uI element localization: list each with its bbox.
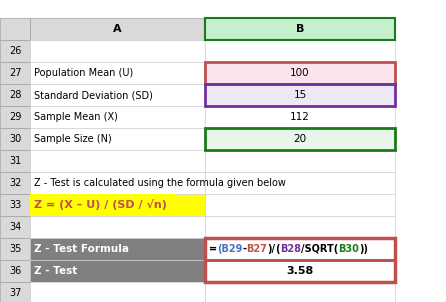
- Bar: [0, 282, 30, 302]
- Text: 28: 28: [9, 90, 21, 100]
- Bar: [30, 84, 205, 106]
- Bar: [30, 194, 205, 216]
- Bar: [0, 18, 30, 40]
- Text: 3.58: 3.58: [286, 266, 314, 276]
- Bar: [0, 172, 30, 194]
- Bar: [205, 238, 395, 282]
- Text: Population Mean (U): Population Mean (U): [34, 68, 133, 78]
- Bar: [0, 150, 30, 172]
- Bar: [205, 128, 395, 150]
- Bar: [30, 216, 205, 238]
- Bar: [205, 40, 395, 62]
- Text: A: A: [113, 24, 122, 34]
- Bar: [205, 282, 395, 302]
- Text: (: (: [275, 244, 280, 254]
- Text: /SQRT(: /SQRT(: [301, 244, 338, 254]
- Text: 31: 31: [9, 156, 21, 166]
- Bar: [205, 260, 395, 282]
- Bar: [205, 260, 395, 282]
- Text: B27: B27: [247, 244, 267, 254]
- Bar: [30, 260, 205, 282]
- Bar: [0, 238, 30, 260]
- Text: Standard Deviation (SD): Standard Deviation (SD): [34, 90, 153, 100]
- Text: )): )): [359, 244, 368, 254]
- Bar: [205, 18, 395, 40]
- Bar: [0, 128, 30, 150]
- Text: Z = (X – U) / (SD / √n): Z = (X – U) / (SD / √n): [34, 200, 167, 210]
- Bar: [30, 106, 205, 128]
- Text: B: B: [296, 24, 304, 34]
- Bar: [30, 238, 205, 260]
- Bar: [30, 282, 205, 302]
- Text: 32: 32: [9, 178, 21, 188]
- Bar: [205, 150, 395, 172]
- Text: Z - Test Formula: Z - Test Formula: [34, 244, 129, 254]
- Bar: [30, 62, 205, 84]
- Bar: [0, 194, 30, 216]
- Bar: [30, 18, 205, 40]
- Text: 26: 26: [9, 46, 21, 56]
- Text: 33: 33: [9, 200, 21, 210]
- Bar: [205, 172, 395, 194]
- Bar: [0, 106, 30, 128]
- Text: 30: 30: [9, 134, 21, 144]
- Bar: [205, 238, 395, 260]
- Bar: [205, 106, 395, 128]
- Text: 36: 36: [9, 266, 21, 276]
- Text: =: =: [209, 244, 217, 254]
- Bar: [0, 40, 30, 62]
- Bar: [205, 128, 395, 150]
- Text: 15: 15: [293, 90, 307, 100]
- Text: 29: 29: [9, 112, 21, 122]
- Text: 100: 100: [290, 68, 310, 78]
- Bar: [30, 172, 205, 194]
- Bar: [0, 260, 30, 282]
- Text: 37: 37: [9, 288, 21, 298]
- Text: 35: 35: [9, 244, 21, 254]
- Text: Z - Test is calculated using the formula given below: Z - Test is calculated using the formula…: [34, 178, 286, 188]
- Text: )/: )/: [267, 244, 275, 254]
- Text: B28: B28: [280, 244, 301, 254]
- Bar: [205, 84, 395, 106]
- Text: Sample Mean (X): Sample Mean (X): [34, 112, 118, 122]
- Bar: [30, 194, 175, 216]
- Text: B30: B30: [338, 244, 359, 254]
- Bar: [205, 238, 395, 260]
- Text: 27: 27: [9, 68, 21, 78]
- Text: 112: 112: [290, 112, 310, 122]
- Bar: [205, 62, 395, 84]
- Bar: [30, 40, 205, 62]
- Bar: [0, 216, 30, 238]
- Bar: [205, 194, 395, 216]
- Text: -: -: [243, 244, 247, 254]
- Text: 34: 34: [9, 222, 21, 232]
- Bar: [0, 62, 30, 84]
- Bar: [205, 216, 395, 238]
- Bar: [30, 128, 205, 150]
- Text: 20: 20: [293, 134, 306, 144]
- Bar: [0, 84, 30, 106]
- Bar: [205, 84, 395, 106]
- Text: (B29: (B29: [217, 244, 243, 254]
- Text: Sample Size (N): Sample Size (N): [34, 134, 112, 144]
- Bar: [30, 150, 205, 172]
- Bar: [205, 62, 395, 84]
- Text: Z - Test: Z - Test: [34, 266, 77, 276]
